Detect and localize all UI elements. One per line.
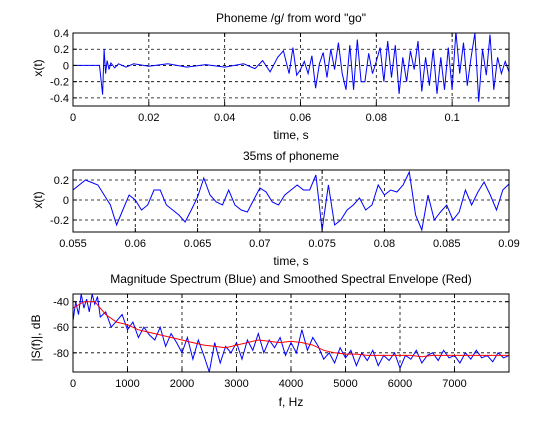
segment-x-tick-label: 0.07 [249,238,270,250]
segment-y-tick-label: 0.2 [54,175,69,187]
waveform-series-line-0 [73,33,509,102]
waveform-x-tick-label: 0.08 [366,112,387,124]
spectrum-x-tick-label: 2000 [170,378,194,390]
segment-x-tick-label: 0.085 [433,238,461,250]
waveform-plot-area [73,33,509,106]
waveform-y-tick-label: 0 [63,60,69,72]
waveform-x-label: time, s [273,128,308,142]
spectrum-x-tick-label: 6000 [388,378,412,390]
spectrum-x-tick-label: 1000 [115,378,139,390]
spectrum-x-tick-label: 0 [70,378,76,390]
waveform-y-tick-label: 0.2 [54,44,69,56]
segment-x-tick-label: 0.065 [184,238,212,250]
segment-series-line-0 [73,170,509,232]
spectrum-x-tick-label: 5000 [333,378,357,390]
spectrum-series-line-1 [73,301,509,358]
segment-y-tick-label: 0 [63,195,69,207]
segment-plot-area [73,170,509,232]
spectrum-y-tick-label: -60 [53,322,69,334]
spectrum-x-tick-label: 7000 [442,378,466,390]
waveform-x-tick-label: 0 [70,112,76,124]
segment-x-tick-label: 0.06 [125,238,146,250]
waveform-panel: Phoneme /g/ from word "go" time, s x(t) … [31,11,510,142]
waveform-y-tick-label: 0.4 [54,28,69,40]
segment-axes-frame [72,169,510,233]
segment-title: 35ms of phoneme [243,149,339,163]
spectrum-y-tick-label: -40 [53,297,69,309]
segment-y-label: x(t) [31,191,45,208]
spectrum-panel: Magnitude Spectrum (Blue) and Smoothed S… [29,272,510,409]
spectrum-x-tick-label: 4000 [279,378,303,390]
spectrum-x-label: f, Hz [279,395,304,409]
segment-y-tick-label: -0.2 [50,215,69,227]
waveform-x-tick-label: 0.06 [290,112,311,124]
segment-x-tick-label: 0.09 [498,238,519,250]
spectrum-y-tick-label: -80 [53,348,69,360]
segment-x-tick-label: 0.08 [374,238,395,250]
waveform-x-tick-label: 0.04 [214,112,235,124]
waveform-x-tick-label: 0.02 [138,112,159,124]
spectrum-x-tick-label: 3000 [224,378,248,390]
segment-x-tick-label: 0.055 [59,238,87,250]
waveform-y-label: x(t) [31,59,45,76]
segment-x-tick-label: 0.075 [308,238,336,250]
segment-panel: 35ms of phoneme time, s x(t) 0.055 0.06 0.… [31,149,520,268]
waveform-y-tick-label: -0.4 [50,93,69,105]
waveform-x-tick-label: 0.1 [444,112,459,124]
waveform-y-tick-label: -0.2 [50,77,69,89]
waveform-axes-frame [72,32,510,107]
spectrum-title: Magnitude Spectrum (Blue) and Smoothed S… [110,272,472,286]
waveform-title: Phoneme /g/ from word "go" [216,11,366,25]
segment-x-label: time, s [273,254,308,268]
spectrum-y-label: |S(f)|, dB [29,315,43,362]
